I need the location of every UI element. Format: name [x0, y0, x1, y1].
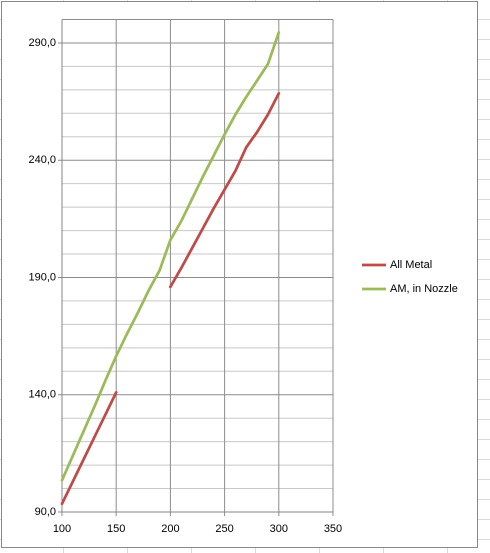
y-tick-label: 140,0 — [28, 389, 56, 401]
x-tick-label: 100 — [53, 523, 71, 535]
series-line — [60, 92, 281, 506]
y-tick-label: 240,0 — [28, 154, 56, 166]
legend-label: AM, in Nozzle — [390, 283, 458, 295]
x-tick-label: 200 — [161, 523, 179, 535]
y-tick-label: 190,0 — [28, 271, 56, 283]
x-tick-label: 150 — [107, 523, 125, 535]
x-tick-label: 300 — [270, 523, 288, 535]
y-tick-label: 90,0 — [35, 506, 56, 518]
y-tick-label: 290,0 — [28, 37, 56, 49]
legend-label: All Metal — [390, 259, 432, 271]
x-tick-label: 350 — [324, 523, 342, 535]
chart-area — [1, 1, 478, 548]
series-line — [60, 31, 281, 482]
x-tick-label: 250 — [215, 523, 233, 535]
